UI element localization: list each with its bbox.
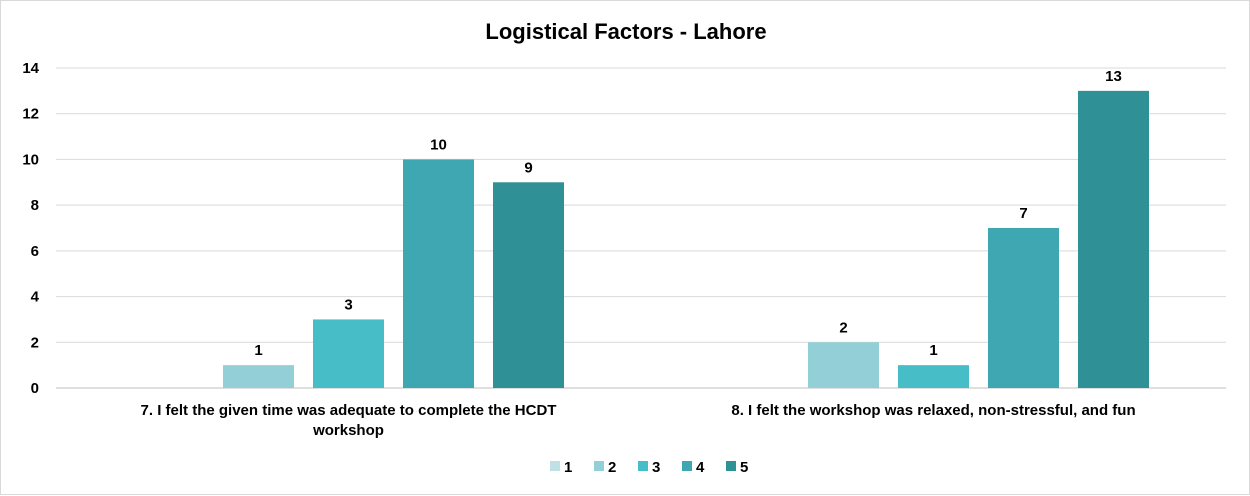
- bar-series-5: [1078, 90, 1149, 388]
- legend-label: 2: [608, 459, 616, 476]
- legend-swatch: [594, 461, 604, 471]
- y-tick-label: 10: [22, 151, 39, 168]
- y-axis-ticks: 0 2 4 6 8 10 12 14: [22, 60, 39, 397]
- y-tick-label: 14: [22, 60, 39, 77]
- legend-label: 5: [740, 459, 748, 476]
- y-tick-label: 2: [31, 334, 39, 351]
- legend-item-5: 5: [726, 459, 748, 476]
- legend-swatch: [550, 461, 560, 471]
- bar-series-3: [898, 365, 969, 388]
- legend-item-2: 2: [594, 459, 616, 476]
- gridlines: [56, 67, 1226, 389]
- chart-title: Logistical Factors - Lahore: [485, 19, 766, 44]
- legend-item-1: 1: [550, 459, 572, 476]
- legend-swatch: [682, 461, 692, 471]
- legend-swatch: [638, 461, 648, 471]
- data-label: 9: [524, 159, 532, 176]
- data-label: 2: [839, 319, 847, 336]
- legend: 1 2 3 4 5: [550, 459, 748, 476]
- legend-swatch: [726, 461, 736, 471]
- bar-series-2: [808, 342, 879, 388]
- x-axis-categories: 7. I felt the given time was adequate to…: [141, 402, 1136, 439]
- data-label: 10: [430, 136, 447, 153]
- bars: [223, 90, 1149, 388]
- legend-item-3: 3: [638, 459, 660, 476]
- y-tick-label: 12: [22, 106, 39, 123]
- data-label: 1: [254, 342, 262, 359]
- bar-series-5: [493, 182, 564, 388]
- y-tick-label: 4: [31, 289, 40, 306]
- data-label: 13: [1105, 68, 1122, 85]
- legend-item-4: 4: [682, 459, 705, 476]
- bar-series-2: [223, 365, 294, 388]
- bar-series-4: [403, 159, 474, 388]
- legend-label: 1: [564, 459, 572, 476]
- y-tick-label: 8: [31, 197, 39, 214]
- x-category-label: 8. I felt the workshop was relaxed, non-…: [731, 402, 1135, 419]
- y-tick-label: 6: [31, 243, 39, 260]
- bar-series-4: [988, 228, 1059, 388]
- data-label: 3: [344, 296, 352, 313]
- data-label: 7: [1019, 205, 1027, 222]
- bar-series-3: [313, 319, 384, 388]
- data-label: 1: [929, 342, 937, 359]
- legend-label: 3: [652, 459, 660, 476]
- legend-label: 4: [696, 459, 705, 476]
- x-category-label: 7. I felt the given time was adequate to…: [141, 402, 557, 419]
- x-category-label: workshop: [312, 422, 384, 439]
- y-tick-label: 0: [31, 380, 39, 397]
